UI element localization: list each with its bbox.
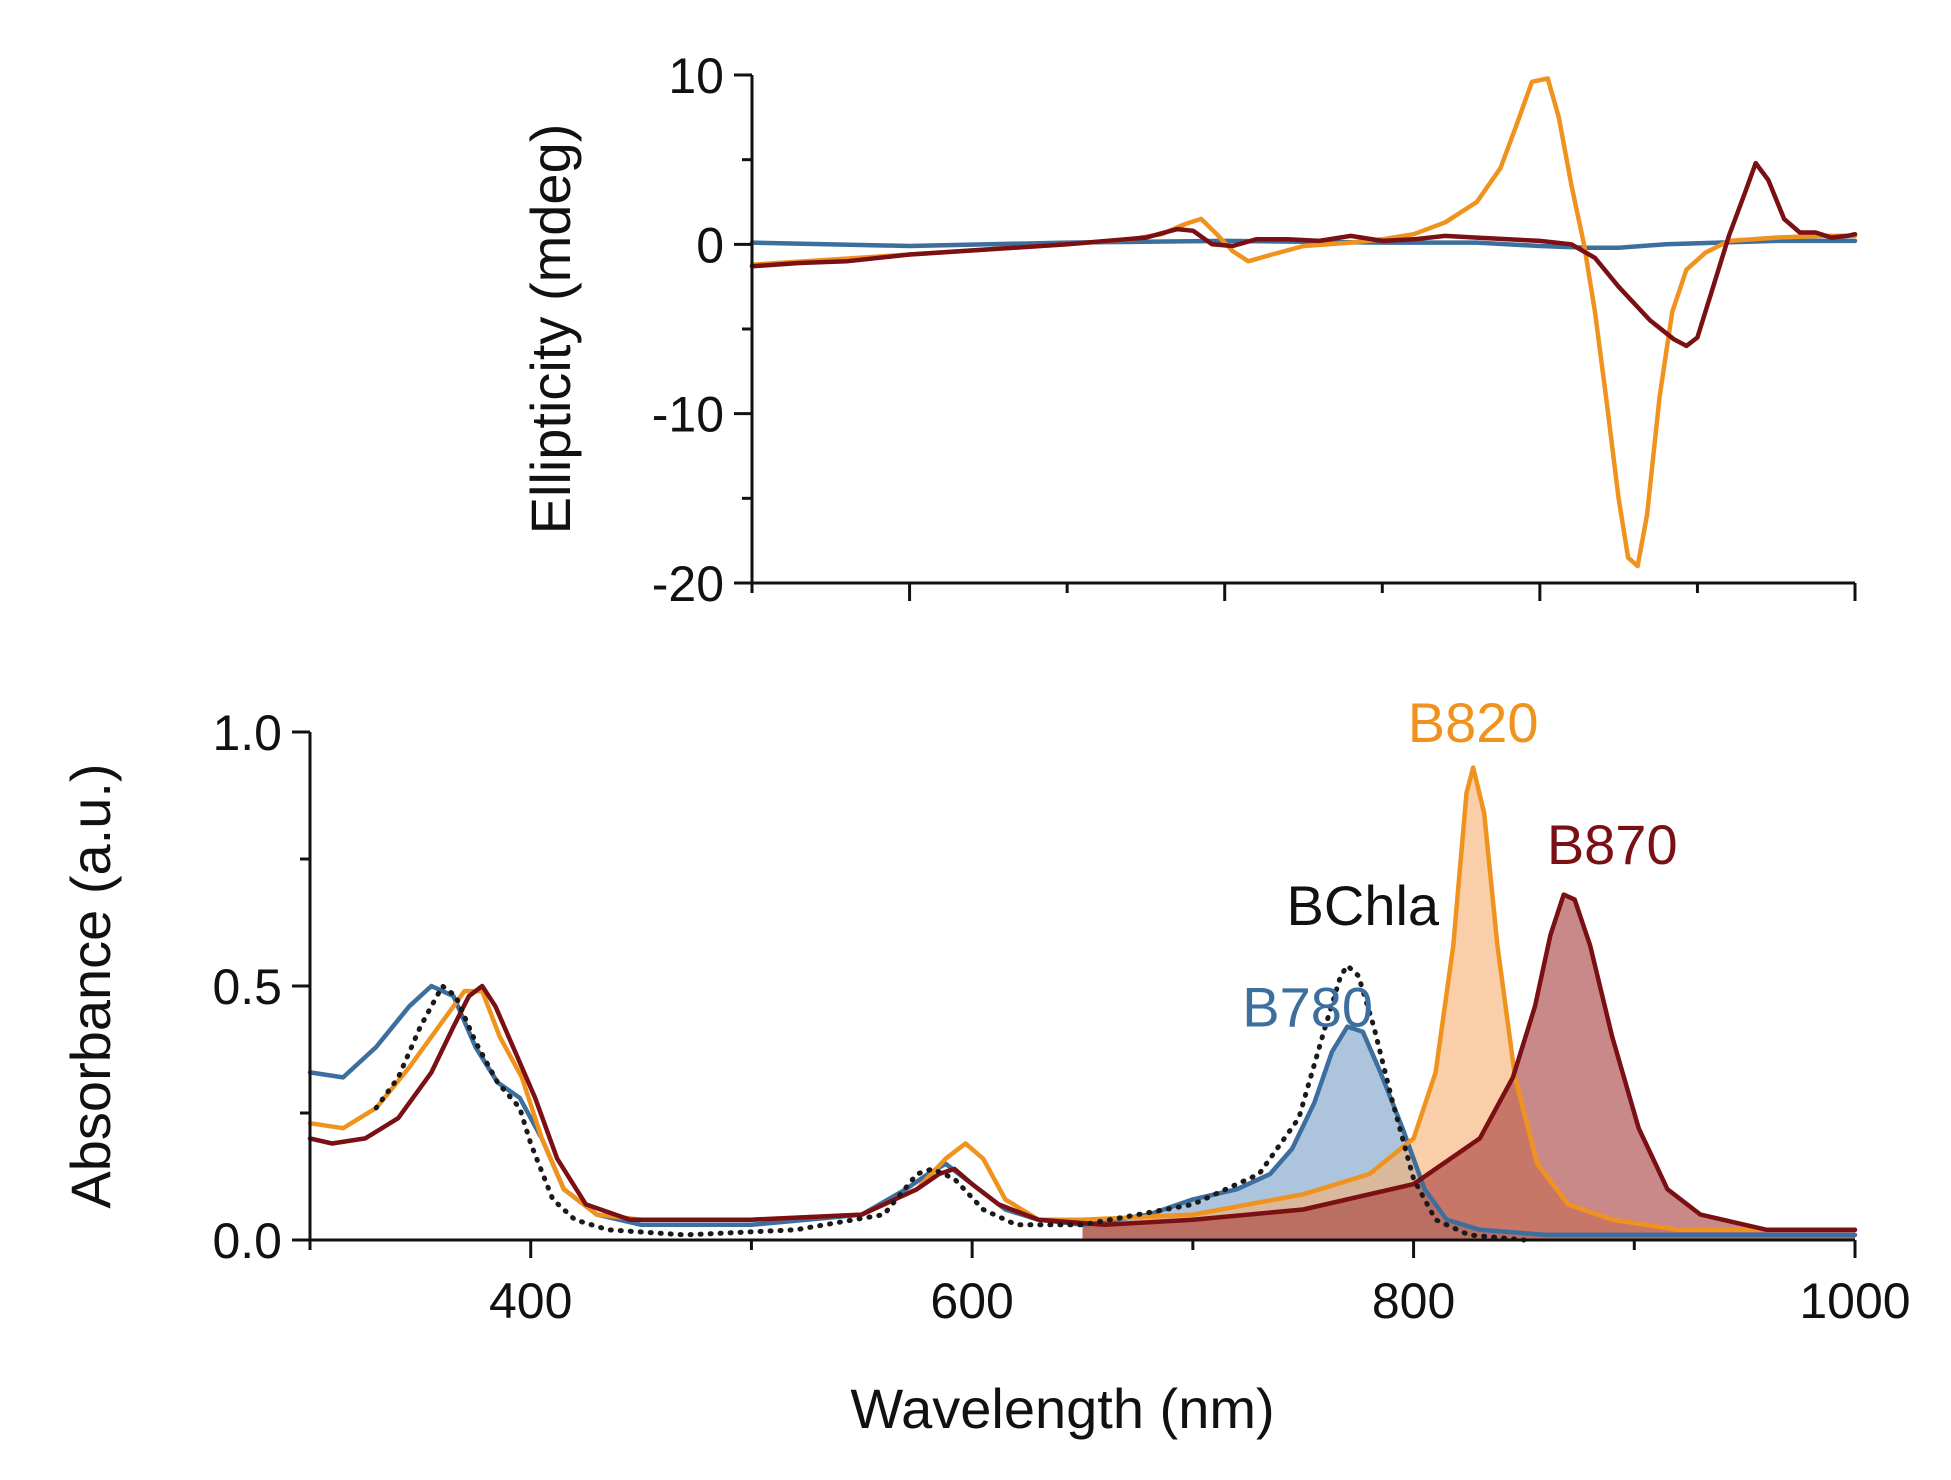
abs-series-bchla	[373, 963, 1527, 1243]
abs-xtick-label: 600	[930, 1273, 1013, 1329]
abs-fill-b780	[1082, 1026, 1855, 1240]
cd-ytick-label: 10	[668, 48, 724, 104]
label-b870: B870	[1547, 813, 1678, 876]
cd-panel: -20 -10 0 10 Ellipticity (mdeg)	[519, 48, 1858, 612]
abs-xtick-label: 400	[489, 1273, 572, 1329]
abs-xlabel: Wavelength (nm)	[850, 1377, 1274, 1440]
abs-xtick-label: 800	[1372, 1273, 1455, 1329]
abs-xtick-label: 1000	[1799, 1273, 1910, 1329]
abs-ytick-label: 0.5	[212, 959, 282, 1015]
abs-fill-b820	[1082, 767, 1855, 1240]
abs-ylabel: Absorbance (a.u.)	[59, 763, 122, 1208]
label-b820: B820	[1408, 691, 1539, 754]
abs-series-b820	[307, 765, 1858, 1233]
abs-ytick-label: 0.0	[212, 1213, 282, 1269]
label-bchla: BChla	[1287, 874, 1440, 937]
abs-ytick-label: 1.0	[212, 705, 282, 761]
cd-series-b780	[749, 238, 1858, 250]
cd-ytick-label: 0	[696, 217, 724, 273]
cd-series-b820	[749, 76, 1858, 569]
cd-ytick-label: -10	[652, 387, 724, 443]
absorbance-panel: 0.0 0.5 1.0 400 600 800 1000 Absorbance (a.u.) W…	[59, 691, 1911, 1440]
cd-ytick-label: -20	[652, 556, 724, 612]
cd-ylabel: Ellipticity (mdeg)	[519, 124, 582, 535]
label-b780: B780	[1242, 976, 1373, 1039]
abs-fill-b870	[1082, 894, 1855, 1240]
cd-series-b870	[749, 160, 1858, 349]
abs-series-b870	[307, 892, 1858, 1233]
